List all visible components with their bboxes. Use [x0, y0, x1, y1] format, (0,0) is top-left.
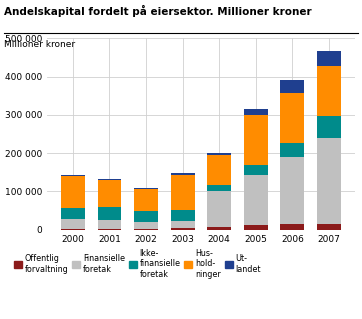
Bar	[134, 229, 158, 230]
Bar	[61, 175, 85, 176]
Bar	[207, 155, 231, 184]
Bar	[281, 143, 304, 157]
Bar	[244, 109, 268, 115]
Bar	[171, 174, 194, 210]
Bar	[244, 225, 268, 230]
Bar	[317, 115, 341, 138]
Text: Millioner kroner: Millioner kroner	[4, 40, 75, 49]
Bar	[281, 224, 304, 230]
Bar	[281, 93, 304, 143]
Bar	[244, 165, 268, 175]
Bar	[317, 224, 341, 230]
Bar	[207, 153, 231, 155]
Bar	[281, 157, 304, 224]
Bar	[61, 219, 85, 229]
Legend: Offentlig
forvaltning, Finansielle
foretak, Ikke-
finansielle
foretak, Hus-
hold: Offentlig forvaltning, Finansielle foret…	[14, 249, 261, 279]
Bar	[98, 180, 121, 207]
Bar	[171, 228, 194, 230]
Bar	[171, 221, 194, 228]
Bar	[317, 138, 341, 224]
Bar	[134, 189, 158, 211]
Bar	[98, 229, 121, 230]
Bar	[317, 66, 341, 115]
Bar	[134, 211, 158, 222]
Bar	[244, 115, 268, 165]
Bar	[317, 50, 341, 66]
Bar	[61, 229, 85, 230]
Bar	[207, 184, 231, 191]
Bar	[244, 175, 268, 225]
Bar	[281, 80, 304, 93]
Bar	[98, 207, 121, 220]
Text: Andelskapital fordelt på eiersektor. Millioner kroner: Andelskapital fordelt på eiersektor. Mil…	[4, 5, 311, 17]
Bar	[61, 208, 85, 219]
Bar	[61, 176, 85, 208]
Bar	[98, 179, 121, 180]
Bar	[207, 191, 231, 226]
Bar	[134, 222, 158, 229]
Bar	[171, 210, 194, 221]
Bar	[207, 226, 231, 230]
Bar	[134, 188, 158, 189]
Bar	[98, 220, 121, 229]
